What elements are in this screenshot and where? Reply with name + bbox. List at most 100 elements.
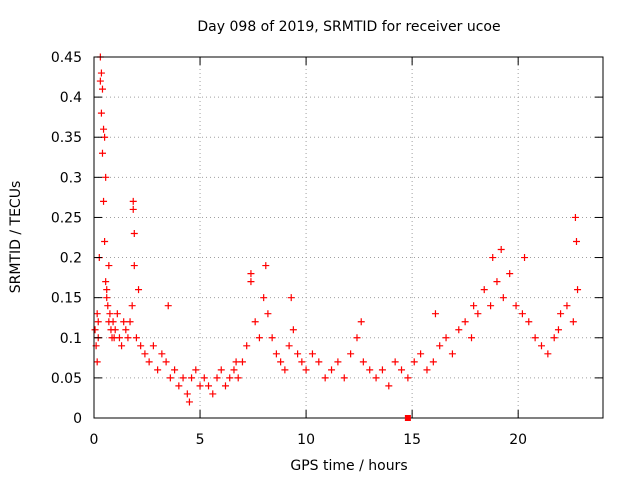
data-point <box>103 286 111 294</box>
x-tick-label: 15 <box>403 432 421 448</box>
data-point <box>289 326 297 334</box>
data-point <box>468 334 476 342</box>
data-point <box>302 366 310 374</box>
data-point <box>130 262 138 270</box>
data-point <box>557 310 565 318</box>
data-points <box>91 53 582 406</box>
data-point <box>308 350 316 358</box>
data-point <box>243 342 251 350</box>
data-point <box>385 382 393 390</box>
data-point <box>171 366 179 374</box>
data-point <box>487 302 495 310</box>
data-point <box>298 358 306 366</box>
data-point <box>404 374 412 382</box>
data-point <box>574 286 582 294</box>
data-point <box>100 197 108 205</box>
data-point <box>98 149 106 157</box>
data-point <box>130 229 138 237</box>
data-point <box>315 358 323 366</box>
data-point <box>366 366 374 374</box>
y-tick-label: 0.25 <box>51 210 82 226</box>
data-point <box>101 238 109 246</box>
data-point <box>91 326 99 334</box>
data-point <box>448 350 456 358</box>
data-point <box>98 85 106 93</box>
data-point <box>480 286 488 294</box>
data-point <box>521 254 529 262</box>
data-point <box>429 358 437 366</box>
data-point <box>196 382 204 390</box>
data-point <box>550 334 558 342</box>
data-point <box>512 302 520 310</box>
x-tick-label: 0 <box>90 432 99 448</box>
annotations <box>404 415 411 421</box>
data-point <box>124 334 132 342</box>
data-point <box>398 366 406 374</box>
data-point <box>166 374 174 382</box>
data-point <box>103 294 111 302</box>
data-point <box>238 358 246 366</box>
data-point <box>260 294 268 302</box>
data-point <box>135 286 143 294</box>
data-point <box>115 334 123 342</box>
data-point <box>106 310 114 318</box>
data-point <box>506 270 514 278</box>
data-point <box>101 133 109 141</box>
data-point <box>391 358 399 366</box>
data-point <box>272 350 280 358</box>
data-point <box>247 278 255 286</box>
data-point <box>489 254 497 262</box>
data-point <box>563 302 571 310</box>
data-point <box>417 350 425 358</box>
data-point <box>128 302 136 310</box>
data-point <box>97 109 105 117</box>
data-point <box>410 358 418 366</box>
data-point <box>154 366 162 374</box>
y-tick-label: 0.2 <box>60 251 82 267</box>
data-point <box>104 302 112 310</box>
data-point <box>470 302 478 310</box>
x-axis-label: GPS time / hours <box>290 458 407 474</box>
y-tick-label: 0.1 <box>60 331 82 347</box>
data-point <box>94 318 102 326</box>
data-point <box>175 382 183 390</box>
data-point <box>357 318 365 326</box>
data-point <box>102 278 110 286</box>
y-tick-label: 0 <box>73 411 82 427</box>
y-tick-label: 0.05 <box>51 371 82 387</box>
data-point <box>162 358 170 366</box>
data-point <box>232 358 240 366</box>
data-point <box>141 350 149 358</box>
data-point <box>109 318 117 326</box>
data-point <box>359 358 367 366</box>
data-point <box>544 350 552 358</box>
data-point <box>247 270 255 278</box>
data-point <box>455 326 463 334</box>
data-point <box>442 334 450 342</box>
data-point <box>132 334 140 342</box>
data-point <box>164 302 172 310</box>
data-point <box>226 374 234 382</box>
data-point <box>179 374 187 382</box>
data-point <box>217 366 225 374</box>
data-point <box>205 382 213 390</box>
data-point <box>122 326 130 334</box>
y-tick-label: 0.35 <box>51 130 82 146</box>
data-point <box>129 197 137 205</box>
x-tick-label: 20 <box>509 432 527 448</box>
data-point <box>96 77 104 85</box>
data-point <box>262 262 270 270</box>
data-point <box>105 262 113 270</box>
data-point <box>111 326 119 334</box>
data-point <box>340 374 348 382</box>
data-point <box>234 374 242 382</box>
data-point <box>93 310 101 318</box>
y-tick-label: 0.15 <box>51 291 82 307</box>
data-point <box>137 342 145 350</box>
data-point <box>554 326 562 334</box>
data-point <box>100 125 108 133</box>
y-tick-label: 0.4 <box>60 90 82 106</box>
data-point <box>378 366 386 374</box>
data-point <box>126 318 134 326</box>
